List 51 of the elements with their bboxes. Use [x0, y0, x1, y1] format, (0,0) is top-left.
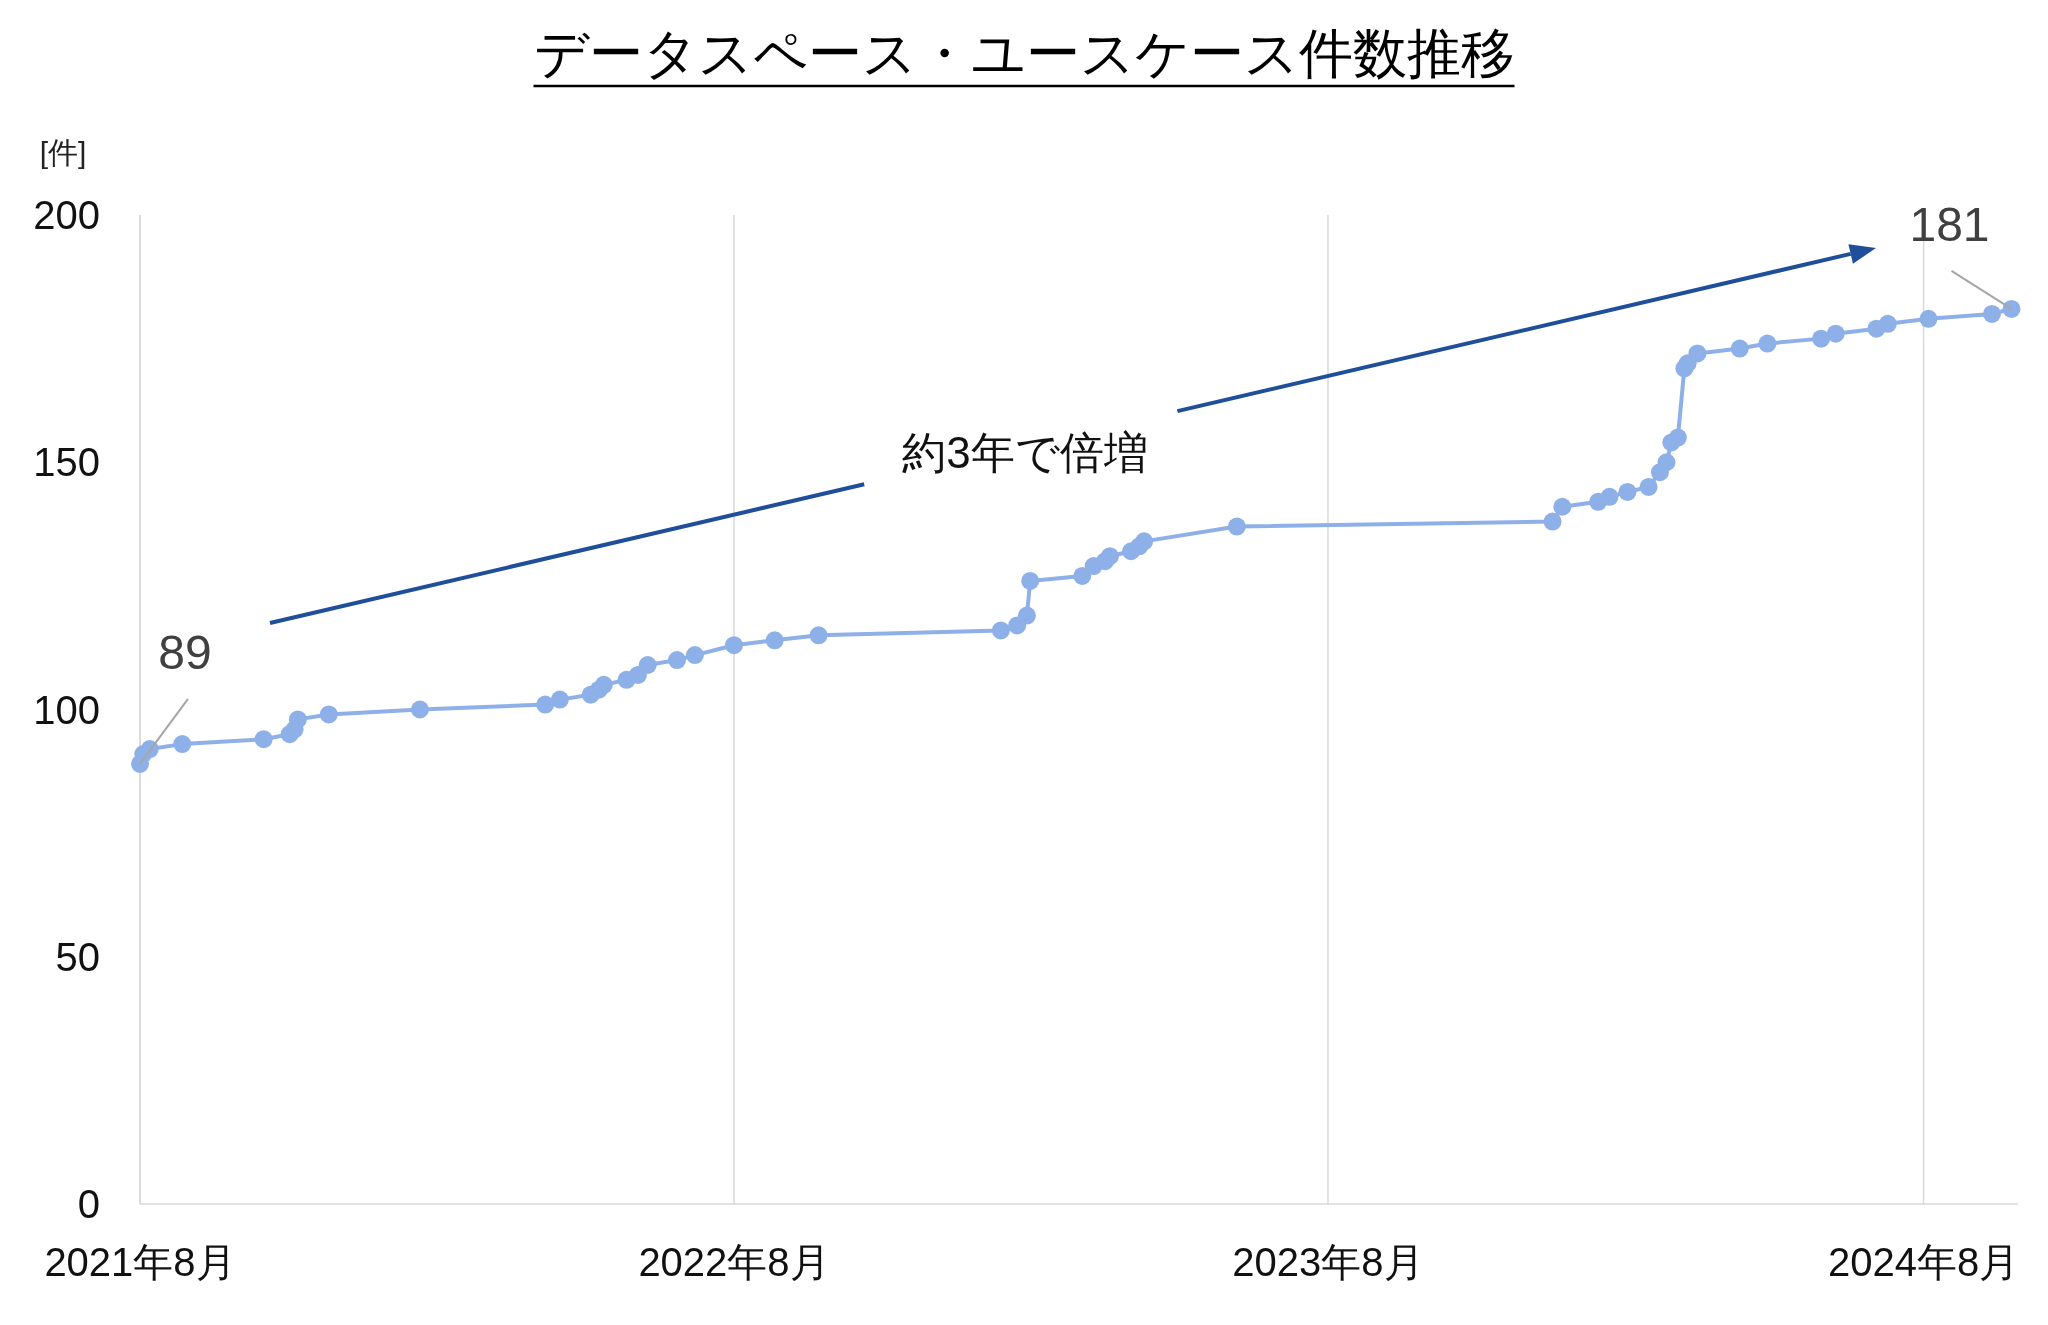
y-axis-title: [件] [39, 136, 87, 169]
data-label: 89 [158, 625, 212, 679]
point [668, 651, 687, 670]
point [1758, 334, 1777, 353]
point [410, 700, 429, 719]
chart-title: データスペース・ユースケース件数推移 [533, 23, 1515, 83]
point [1688, 344, 1707, 363]
point [1227, 517, 1246, 536]
y-tick-label: 50 [55, 934, 100, 979]
point [550, 690, 569, 709]
y-tick-label: 0 [77, 1182, 100, 1226]
point [288, 710, 307, 729]
y-tick-label: 200 [33, 193, 100, 237]
point [2002, 299, 2021, 318]
point [1812, 329, 1831, 348]
y-tick-label: 100 [33, 687, 100, 732]
point [809, 626, 828, 645]
point [254, 730, 273, 749]
point [1826, 324, 1845, 343]
point [319, 705, 338, 724]
point [1919, 309, 1938, 328]
point [765, 631, 784, 650]
point [1553, 497, 1572, 516]
point [1730, 339, 1749, 358]
point [1543, 512, 1562, 531]
point [1982, 304, 2001, 323]
point [1618, 482, 1637, 501]
x-tick-label: 2022年8月 [638, 1240, 830, 1284]
point [1668, 428, 1687, 447]
point [1878, 314, 1897, 333]
point [1657, 453, 1676, 472]
point [1100, 547, 1119, 566]
point [991, 621, 1010, 640]
point [725, 636, 743, 655]
point [1600, 487, 1619, 506]
data-label: 181 [1909, 197, 1990, 251]
point [638, 656, 657, 674]
point [1073, 566, 1092, 585]
point [1639, 477, 1658, 496]
x-tick-label: 2024年8月 [1827, 1240, 2020, 1284]
point [1021, 571, 1040, 590]
point [536, 695, 555, 714]
x-tick-label: 2021年8月 [44, 1240, 236, 1284]
point [1017, 606, 1036, 625]
x-tick-label: 2023年8月 [1232, 1240, 1424, 1284]
point [1135, 532, 1154, 551]
point [685, 646, 704, 665]
y-tick-label: 150 [33, 440, 100, 485]
point [594, 675, 613, 694]
annotation: 約3年で倍増 [902, 428, 1148, 477]
point [173, 735, 192, 754]
